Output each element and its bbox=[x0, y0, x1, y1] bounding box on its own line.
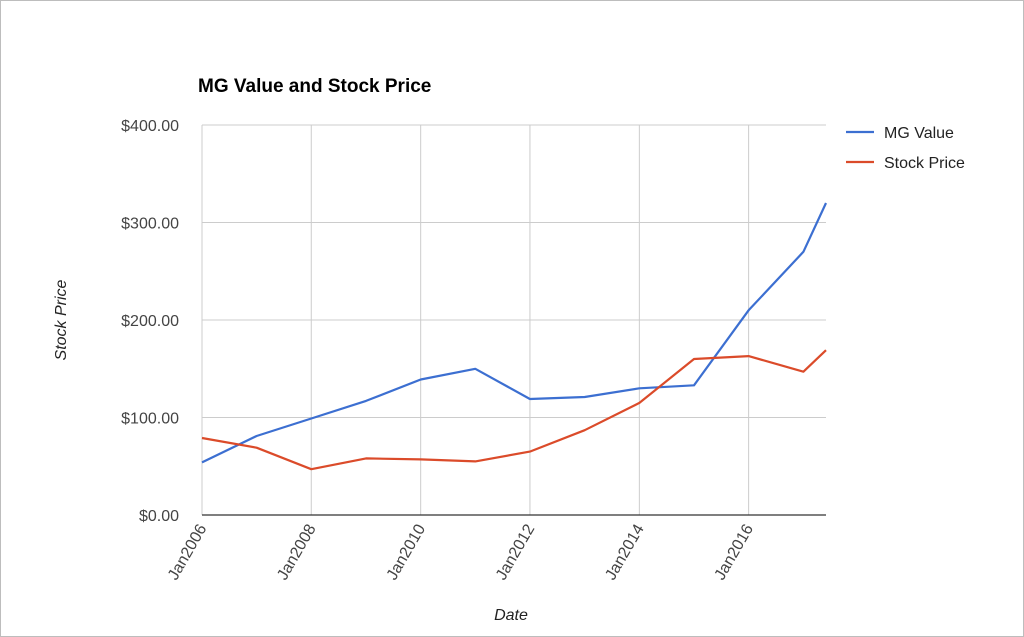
legend: MG Value Stock Price bbox=[846, 125, 965, 172]
series-lines bbox=[201, 202, 827, 471]
x-tick-label: Jan2006 bbox=[165, 521, 210, 583]
x-tick-label: Jan2008 bbox=[274, 521, 319, 583]
y-tick-labels: $0.00 $100.00 $200.00 $300.00 $400.00 bbox=[121, 118, 179, 525]
x-tick-label: Jan2014 bbox=[602, 521, 647, 583]
x-axis-title: Date bbox=[494, 607, 528, 624]
legend-label: MG Value bbox=[884, 125, 954, 142]
y-tick-label: $0.00 bbox=[139, 508, 179, 525]
x-tick-label: Jan2010 bbox=[384, 521, 429, 583]
y-tick-label: $300.00 bbox=[121, 216, 179, 233]
x-tick-label: Jan2016 bbox=[712, 521, 757, 583]
x-tick-labels: Jan2006 Jan2008 Jan2010 Jan2012 Jan2014 Jan20… bbox=[165, 521, 757, 583]
chart-title: MG Value and Stock Price bbox=[198, 76, 431, 97]
gridlines bbox=[201, 124, 826, 516]
series-line-1 bbox=[201, 202, 827, 464]
y-tick-label: $100.00 bbox=[121, 411, 179, 428]
series-line-2 bbox=[201, 349, 827, 471]
y-tick-label: $400.00 bbox=[121, 118, 179, 135]
y-axis-title: Stock Price bbox=[53, 279, 70, 360]
x-tick-label: Jan2012 bbox=[493, 521, 538, 583]
legend-label: Stock Price bbox=[884, 155, 965, 172]
y-tick-label: $200.00 bbox=[121, 313, 179, 330]
